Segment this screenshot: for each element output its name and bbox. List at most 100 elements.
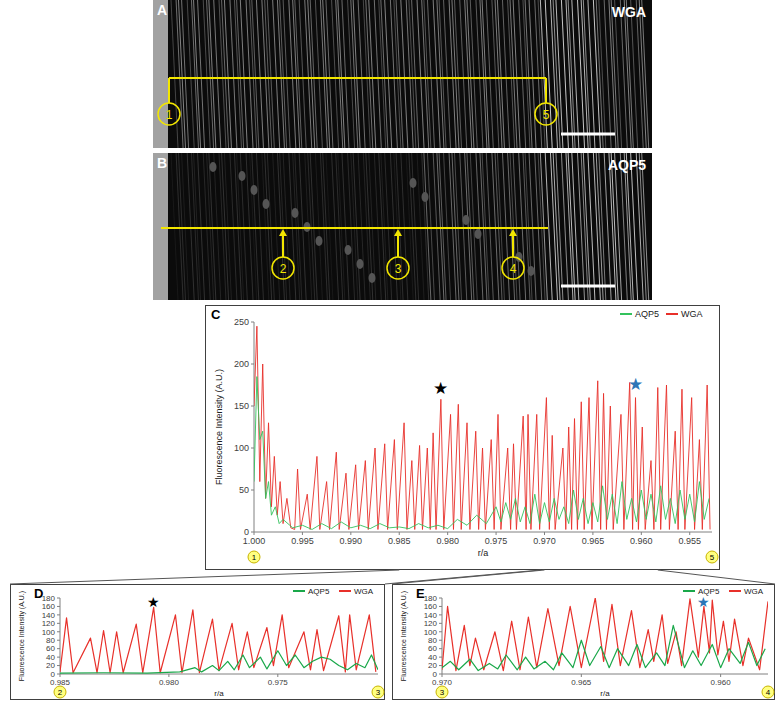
fiber-stripe xyxy=(256,153,263,300)
zoom-connector xyxy=(658,570,775,584)
series-group xyxy=(60,607,378,673)
y-tick xyxy=(57,665,60,666)
fiber-stripe xyxy=(482,153,489,300)
nucleus xyxy=(410,178,417,188)
marker-arrow xyxy=(394,229,402,236)
marker-circle xyxy=(535,103,557,125)
x-tick xyxy=(442,674,443,677)
fiber-stripe xyxy=(444,0,451,148)
legend-swatch xyxy=(293,590,305,592)
y-tick xyxy=(57,598,60,599)
fiber-stripe xyxy=(470,153,477,300)
x-tick-label: 0.990 xyxy=(340,536,363,546)
marker-stem xyxy=(545,78,547,103)
fiber-stripe xyxy=(636,153,643,300)
y-axis xyxy=(60,598,61,674)
y-tick-label: 40 xyxy=(428,653,437,662)
fiber-stripe xyxy=(305,0,312,148)
fiber-stripe xyxy=(525,153,532,300)
fiber-stripe xyxy=(568,153,575,300)
fiber-stripe xyxy=(182,153,189,300)
fiber-stripe xyxy=(224,0,231,148)
y-tick-label: 60 xyxy=(46,644,55,653)
marker-label: 2 xyxy=(280,262,287,276)
marker-label: 3 xyxy=(395,262,402,276)
y-tick xyxy=(439,657,442,658)
end-marker xyxy=(372,686,384,698)
fiber-stripe xyxy=(424,0,431,148)
fiber-stripe xyxy=(246,153,253,300)
fiber-stripe xyxy=(348,153,355,300)
nucleus xyxy=(292,208,299,218)
x-tick-label: 0.975 xyxy=(268,678,289,687)
fiber-stripes xyxy=(171,153,649,300)
fiber-stripe xyxy=(513,0,520,148)
sampling-line xyxy=(161,227,548,229)
fiber-stripe xyxy=(326,0,333,148)
marker-circle xyxy=(387,257,409,279)
fiber-stripe xyxy=(631,0,638,148)
fiber-stripe xyxy=(482,0,489,148)
series-line xyxy=(254,377,709,530)
fiber-stripe xyxy=(626,0,633,148)
fiber-stripe xyxy=(283,0,290,148)
y-tick xyxy=(251,364,254,365)
x-tick xyxy=(581,674,582,677)
y-tick xyxy=(439,631,442,632)
fiber-stripe xyxy=(529,153,536,300)
legend-label: WGA xyxy=(354,587,374,596)
fiber-stripe xyxy=(529,0,536,148)
fiber-stripe xyxy=(289,0,296,148)
x-tick-label: 0.985 xyxy=(388,536,411,546)
fiber-stripe xyxy=(626,153,633,300)
end-marker xyxy=(436,686,448,698)
end-marker xyxy=(248,551,260,563)
y-tick-label: 160 xyxy=(424,602,438,611)
fiber-stripe xyxy=(280,0,287,148)
y-tick-label: 80 xyxy=(428,636,437,645)
nucleus xyxy=(210,162,217,172)
end-marker xyxy=(762,686,774,698)
y-tick xyxy=(251,322,254,323)
legend-label: AQP5 xyxy=(635,309,659,319)
y-tick xyxy=(439,614,442,615)
fiber-stripe xyxy=(636,0,643,148)
marker-label: 5 xyxy=(543,108,550,122)
fiber-stripe xyxy=(295,0,302,148)
fiber-stripe xyxy=(198,153,205,300)
fiber-stripe xyxy=(444,153,451,300)
x-axis-title: r/a xyxy=(214,689,224,698)
star-annotation: ★ xyxy=(697,594,710,610)
legend-swatch xyxy=(620,313,632,315)
nucleus xyxy=(369,273,376,283)
panel-letter: E xyxy=(416,586,425,601)
fiber-stripe xyxy=(323,153,330,300)
nucleus xyxy=(345,245,352,255)
fiber-stripe xyxy=(369,0,376,148)
panel-frame xyxy=(206,306,720,570)
series-group xyxy=(254,326,710,529)
x-axis xyxy=(254,532,712,533)
y-tick-label: 180 xyxy=(42,594,56,603)
nucleus xyxy=(357,259,364,269)
fiber-stripe xyxy=(187,153,194,300)
x-tick-label: 0.980 xyxy=(159,678,180,687)
y-tick-label: 150 xyxy=(234,401,249,411)
x-axis xyxy=(442,674,768,675)
y-tick xyxy=(251,448,254,449)
legend-label: WGA xyxy=(744,587,764,596)
end-marker-label: 5 xyxy=(710,553,715,562)
zoom-connectors xyxy=(10,570,775,584)
fiber-stripe xyxy=(535,153,542,300)
fiber-stripe xyxy=(342,153,349,300)
fiber-stripe xyxy=(424,153,431,300)
legend: AQP5WGA xyxy=(293,587,374,596)
x-tick-label: 0.960 xyxy=(630,536,653,546)
stain-label: AQP5 xyxy=(608,157,646,173)
fiber-stripe xyxy=(342,0,349,148)
fiber-stripe xyxy=(476,153,483,300)
y-tick-label: 20 xyxy=(46,661,55,670)
fiber-stripe xyxy=(182,0,189,148)
legend-swatch xyxy=(666,313,678,315)
nucleus xyxy=(251,185,258,195)
